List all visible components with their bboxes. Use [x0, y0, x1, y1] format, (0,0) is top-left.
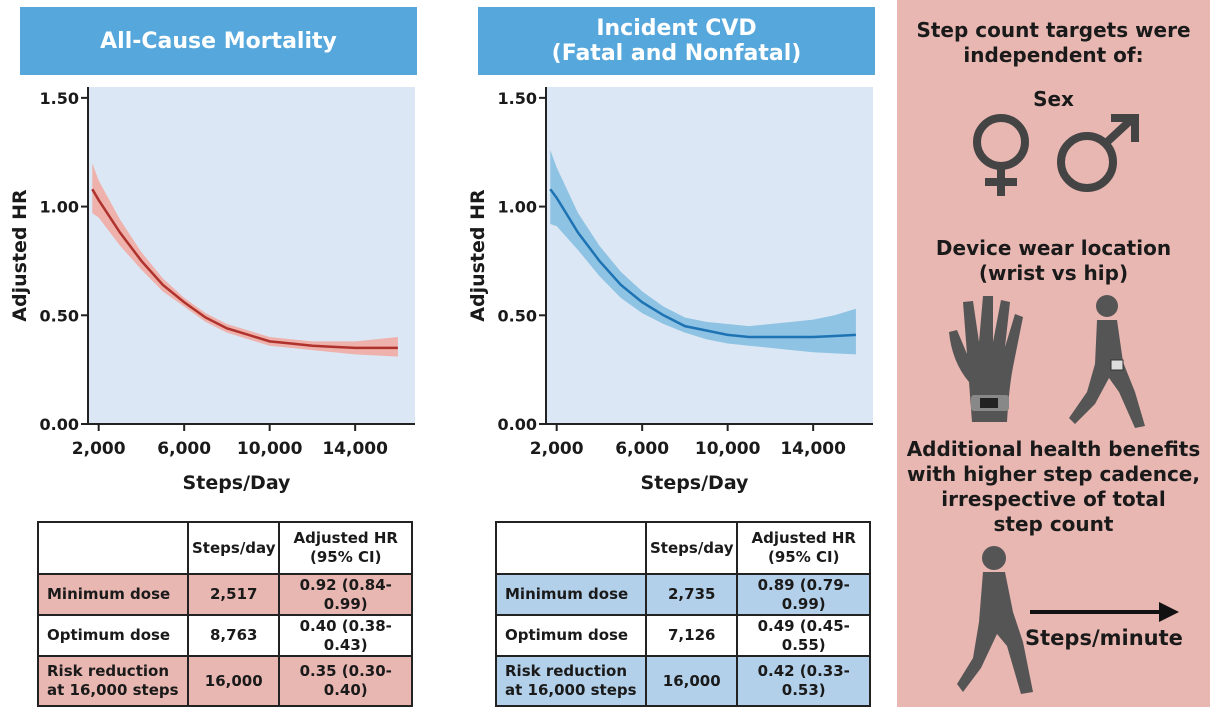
x-tick-label: 6,000 — [615, 439, 669, 459]
charts: 0.00 0.50 1.00 1.50 2,000 6,000 10,000 14,000 St… — [0, 0, 880, 500]
y-tick-label: 1.50 — [498, 89, 537, 108]
table-cell: 2,517 — [188, 574, 279, 615]
page: All-Cause Mortality Incident CVD (Fatal … — [0, 0, 1210, 707]
sex-icons — [897, 112, 1210, 202]
table-cell: 0.49 (0.45-0.55) — [737, 615, 870, 656]
table-cell: Minimum dose — [496, 574, 646, 615]
table-header-cell — [496, 522, 646, 574]
table-cell: Minimum dose — [38, 574, 188, 615]
table-cell: Risk reduction at 16,000 steps — [38, 656, 188, 706]
table-cell: 0.92 (0.84-0.99) — [279, 574, 412, 615]
panel-heading: Device wear location (wrist vs hip) — [897, 236, 1210, 286]
y-tick-label: 0.50 — [40, 306, 79, 325]
x-axis-label: Steps/Day — [641, 472, 750, 494]
table-header-cell: Steps/day — [646, 522, 737, 574]
table-header-cell: Adjusted HR (95% CI) — [737, 522, 870, 574]
arrow-label: Steps/minute — [1025, 626, 1165, 651]
table-header-cell: Adjusted HR (95% CI) — [279, 522, 412, 574]
table-header-cell: Steps/day — [188, 522, 279, 574]
y-tick-label: 0.00 — [40, 415, 79, 434]
y-tick-label: 1.50 — [40, 89, 79, 108]
x-tick-label: 6,000 — [157, 439, 211, 459]
x-tick-label: 14,000 — [780, 439, 846, 459]
y-axis-label: Adjusted HR — [467, 189, 489, 322]
x-tick-label: 10,000 — [695, 439, 761, 459]
x-tick-label: 10,000 — [237, 439, 303, 459]
cadence-icon — [897, 542, 1210, 707]
table-cell: Risk reduction at 16,000 steps — [496, 656, 646, 706]
table-cell: Optimum dose — [496, 615, 646, 656]
table-cell: 7,126 — [646, 615, 737, 656]
table-cell: 8,763 — [188, 615, 279, 656]
panel-heading: Sex — [897, 87, 1210, 112]
x-tick-label: 14,000 — [322, 439, 388, 459]
panel-title: Step count targets were independent of: — [897, 18, 1210, 68]
x-axis-label: Steps/Day — [183, 472, 292, 494]
table-cell: 2,735 — [646, 574, 737, 615]
table-cell: Optimum dose — [38, 615, 188, 656]
y-tick-label: 1.00 — [498, 198, 537, 217]
table-cell: 0.40 (0.38-0.43) — [279, 615, 412, 656]
y-tick-label: 0.00 — [498, 415, 537, 434]
table-cell: 16,000 — [188, 656, 279, 706]
y-axis-label: Adjusted HR — [9, 189, 31, 322]
table-cell: 16,000 — [646, 656, 737, 706]
table-header-cell — [38, 522, 188, 574]
table-cell: 0.35 (0.30-0.40) — [279, 656, 412, 706]
y-tick-label: 0.50 — [498, 306, 537, 325]
device-icons — [897, 292, 1210, 432]
x-tick-label: 2,000 — [72, 439, 126, 459]
side-panel: Step count targets were independent of: … — [897, 0, 1210, 707]
table-cell: 0.89 (0.79-0.99) — [737, 574, 870, 615]
table-cell: 0.42 (0.33-0.53) — [737, 656, 870, 706]
panel-heading: Additional health benefits with higher s… — [897, 437, 1210, 537]
x-tick-label: 2,000 — [530, 439, 584, 459]
y-tick-label: 1.00 — [40, 198, 79, 217]
